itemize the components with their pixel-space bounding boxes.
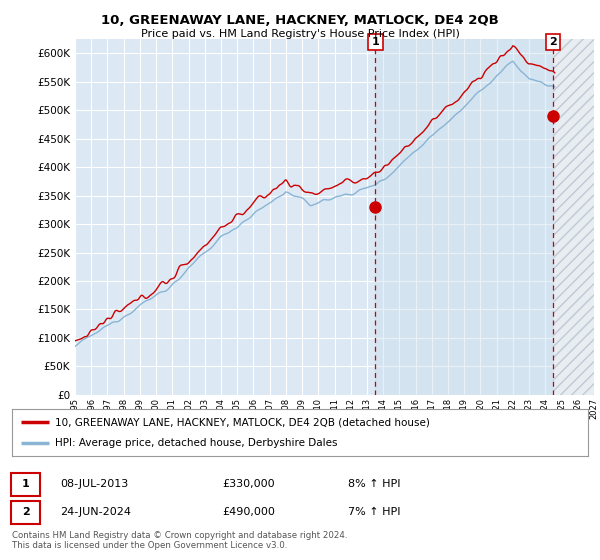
Text: £490,000: £490,000 [222,507,275,517]
Text: 7% ↑ HPI: 7% ↑ HPI [348,507,401,517]
Text: £330,000: £330,000 [222,479,275,489]
Text: HPI: Average price, detached house, Derbyshire Dales: HPI: Average price, detached house, Derb… [55,438,338,448]
Bar [376,39,553,395]
Text: 8% ↑ HPI: 8% ↑ HPI [348,479,401,489]
Text: 2: 2 [549,37,557,47]
Text: 10, GREENAWAY LANE, HACKNEY, MATLOCK, DE4 2QB (detached house): 10, GREENAWAY LANE, HACKNEY, MATLOCK, DE… [55,417,430,427]
Text: 1: 1 [371,37,379,47]
Text: Price paid vs. HM Land Registry's House Price Index (HPI): Price paid vs. HM Land Registry's House … [140,29,460,39]
Text: 1: 1 [22,479,29,489]
Text: 08-JUL-2013: 08-JUL-2013 [60,479,128,489]
Bar [553,39,594,395]
Text: 2: 2 [22,507,29,517]
Text: 24-JUN-2024: 24-JUN-2024 [60,507,131,517]
Text: Contains HM Land Registry data © Crown copyright and database right 2024.
This d: Contains HM Land Registry data © Crown c… [12,531,347,550]
Text: 10, GREENAWAY LANE, HACKNEY, MATLOCK, DE4 2QB: 10, GREENAWAY LANE, HACKNEY, MATLOCK, DE… [101,14,499,27]
